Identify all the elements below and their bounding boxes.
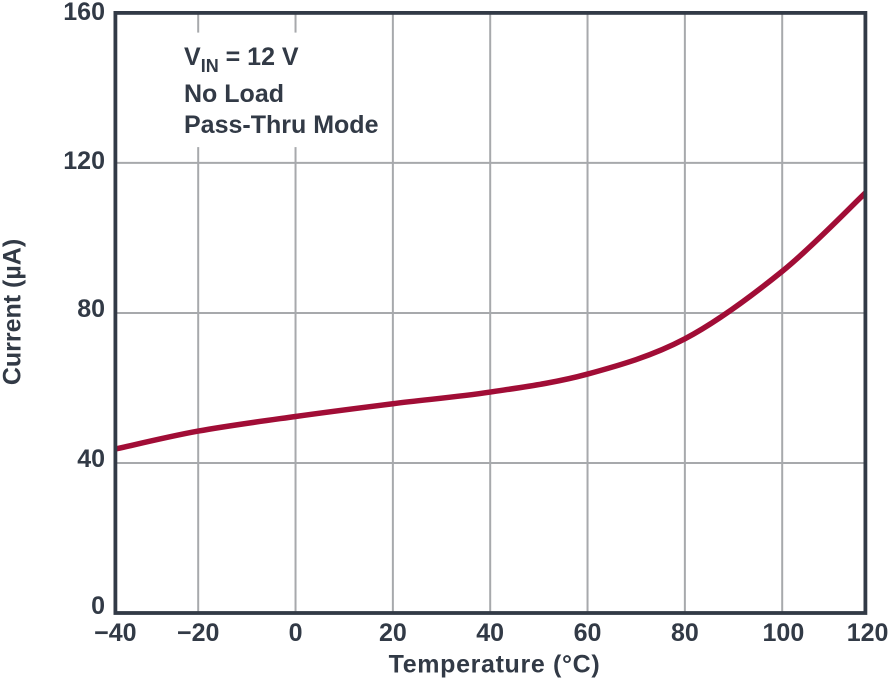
x-tick-label: 0 [288,618,303,647]
y-tick-label: 120 [63,146,105,175]
x-tick-label: 80 [670,618,699,647]
plot-frame [113,10,868,615]
x-tick-label: 20 [378,618,407,647]
y-axis-title: Current (µA) [0,238,26,386]
y-tick-label: 40 [77,444,105,473]
y-tick-label: 160 [63,0,105,26]
annotation-pass-thru-mode: Pass-Thru Mode [184,111,379,140]
x-tick-label: −40 [94,618,137,647]
x-tick-label: 60 [573,618,602,647]
annotation-no-load: No Load [184,80,284,109]
x-axis-title: Temperature (°C) [388,650,601,679]
y-tick-label: 0 [91,591,105,620]
annotation-vin: VIN = 12 V [184,43,299,76]
data-curve [114,190,868,452]
x-tick-label: 40 [476,618,505,647]
vin-subscript: IN [200,56,219,76]
x-tick-label: 100 [762,618,805,647]
x-tick-label: −20 [176,618,220,647]
y-tick-label: 80 [77,295,105,324]
x-tick-label: 120 [846,618,889,647]
annotation-backdrop [165,32,383,148]
